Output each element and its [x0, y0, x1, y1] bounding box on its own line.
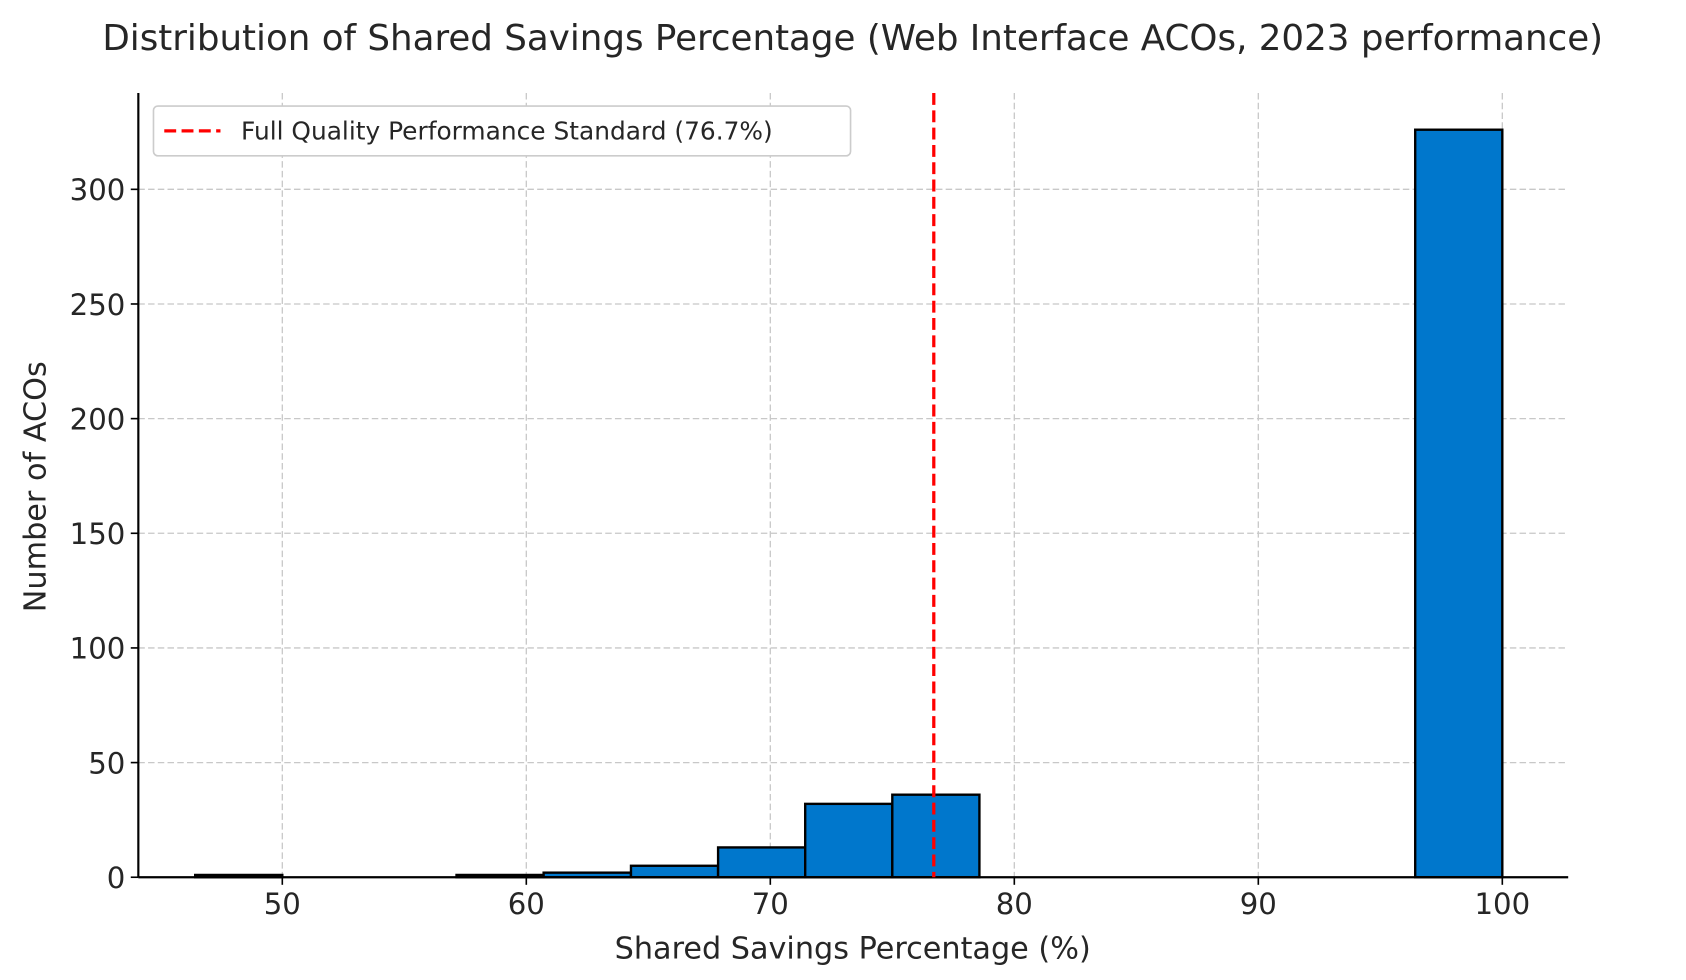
x-tick-label: 60	[508, 887, 545, 921]
histogram-bar	[891, 793, 981, 879]
y-tick-label: 0	[107, 861, 126, 895]
histogram-bar	[1414, 128, 1504, 879]
y-tick-label: 150	[70, 517, 126, 551]
y-tick-label: 200	[70, 402, 126, 436]
histogram-bar	[716, 846, 807, 879]
grid	[138, 93, 1569, 878]
x-tick-label: 70	[752, 887, 789, 921]
y-tick-label: 300	[70, 173, 126, 207]
y-axis-label: Number of ACOs	[18, 361, 53, 612]
histogram-bar	[804, 802, 894, 879]
axes	[137, 93, 1569, 879]
legend-box	[152, 105, 852, 157]
histogram-bar	[629, 864, 720, 879]
x-tick-label: 90	[1240, 887, 1277, 921]
legend-label: Full Quality Performance Standard (76.7%…	[241, 117, 773, 146]
x-tick-label: 100	[1474, 887, 1530, 921]
bars	[194, 128, 1504, 879]
y-tick-label: 100	[70, 632, 126, 666]
x-axis-label: Shared Savings Percentage (%)	[615, 931, 1091, 966]
x-tick-label: 50	[264, 887, 301, 921]
y-tick-label: 50	[88, 746, 125, 780]
ticks: 50 60 70 80 90 100 0 50 100 150 200 250 300	[70, 173, 1530, 921]
x-tick-label: 80	[996, 887, 1033, 921]
legend: Full Quality Performance Standard (76.7%…	[152, 105, 852, 157]
chart-title: Distribution of Shared Savings Percentag…	[102, 18, 1603, 59]
y-tick-label: 250	[70, 288, 126, 322]
